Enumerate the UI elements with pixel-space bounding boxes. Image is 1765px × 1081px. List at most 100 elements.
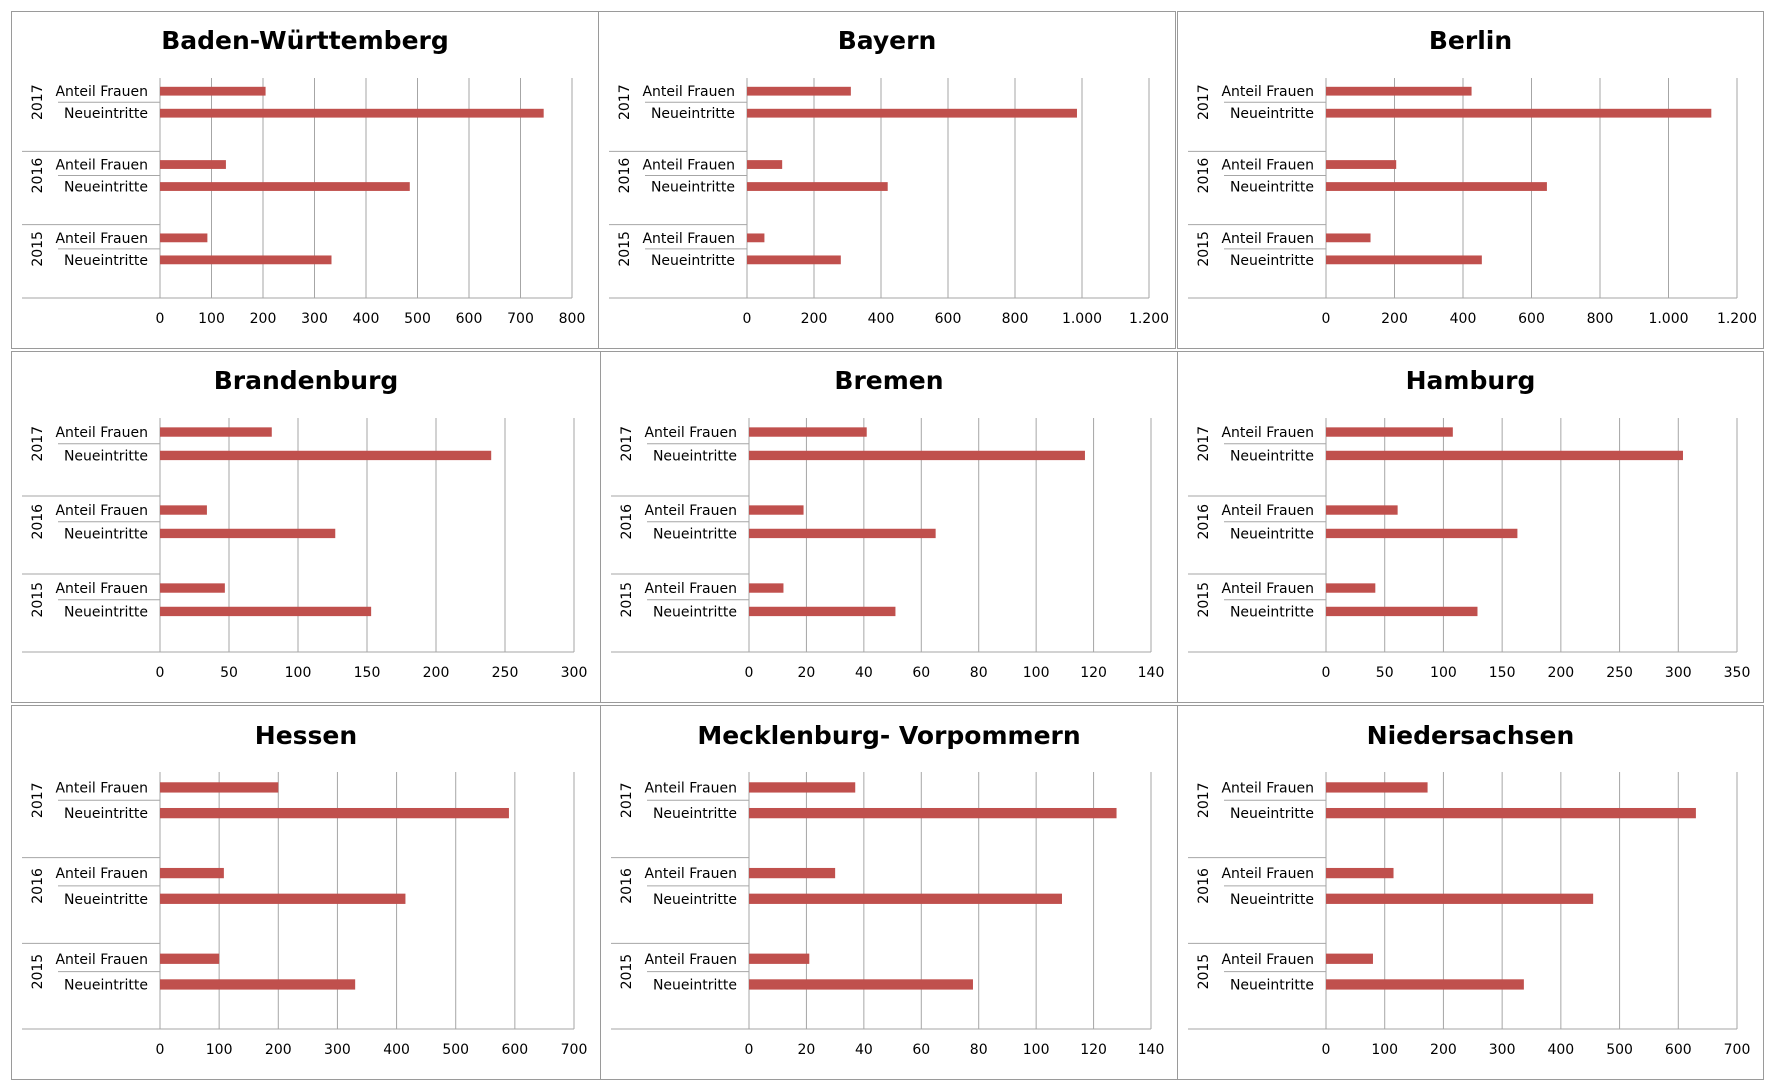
year-label: 2015: [30, 231, 46, 267]
bar: [1326, 606, 1478, 617]
bar: [749, 867, 836, 879]
bar: [160, 953, 220, 964]
year-label: 2016: [1196, 868, 1212, 904]
x-tick-label: 600: [1518, 311, 1545, 327]
category-label: Anteil Frauen: [644, 866, 737, 882]
category-label: Anteil Frauen: [55, 158, 148, 174]
bar: [1326, 86, 1472, 96]
x-tick-label: 0: [1322, 1042, 1331, 1058]
bar: [1326, 255, 1482, 265]
category-label: Neueintritte: [653, 526, 737, 542]
x-tick-label: 60: [912, 1042, 930, 1058]
x-tick-label: 200: [423, 665, 450, 681]
bar: [160, 979, 356, 990]
bar: [749, 450, 1085, 461]
bar: [747, 160, 783, 169]
bar: [160, 255, 332, 265]
bar: [1326, 893, 1594, 904]
x-tick-label: 200: [250, 311, 277, 327]
category-label: Anteil Frauen: [644, 503, 737, 519]
bar: [747, 86, 851, 96]
year-label: 2015: [619, 954, 635, 990]
bar: [747, 233, 765, 243]
bar: [749, 807, 1117, 819]
bar: [1326, 782, 1428, 793]
category-label: Anteil Frauen: [1221, 231, 1314, 247]
year-label: 2015: [619, 582, 635, 618]
category-label: Neueintritte: [64, 448, 148, 464]
category-label: Anteil Frauen: [55, 581, 148, 597]
category-label: Neueintritte: [64, 604, 148, 620]
category-label: Neueintritte: [653, 892, 737, 908]
bar: [747, 255, 841, 265]
year-label: 2015: [30, 954, 46, 990]
x-tick-label: 300: [1665, 665, 1692, 681]
x-tick-label: 400: [1450, 311, 1477, 327]
x-tick-label: 200: [1381, 311, 1408, 327]
x-tick-label: 80: [970, 665, 988, 681]
chart-svg: 0 50 100 150 200 250 300 2017 Anteil Frauen Neuei…: [22, 418, 587, 681]
x-tick-label: 60: [912, 665, 930, 681]
bar: [160, 606, 372, 617]
category-label: Anteil Frauen: [1221, 581, 1314, 597]
x-tick-label: 0: [156, 1042, 165, 1058]
bar: [1326, 427, 1453, 437]
x-tick-label: 400: [353, 311, 380, 327]
x-tick-label: 600: [456, 311, 483, 327]
bar: [160, 450, 492, 461]
chart-panel: Baden-Württemberg 0 100 200 300 400 500 600 700 8…: [11, 11, 599, 349]
x-tick-label: 40: [855, 665, 873, 681]
x-tick-label: 0: [1322, 311, 1331, 327]
chart-title: Hamburg: [1405, 366, 1536, 395]
category-label: Neueintritte: [64, 253, 148, 269]
chart-title: Bremen: [834, 366, 944, 395]
x-tick-label: 120: [1080, 1042, 1107, 1058]
chart-svg: 0 100 200 300 400 500 600 700 2017 Anteil Frauen N…: [22, 772, 587, 1058]
x-tick-label: 150: [354, 665, 381, 681]
category-label: Neueintritte: [64, 892, 148, 908]
bar: [749, 528, 936, 539]
bar: [749, 427, 867, 437]
x-tick-label: 0: [156, 311, 165, 327]
x-tick-label: 350: [1724, 665, 1751, 681]
x-tick-label: 600: [935, 311, 962, 327]
x-tick-label: 800: [1587, 311, 1614, 327]
bar: [160, 160, 226, 169]
chart-panel: Brandenburg 0 50 100 150 200 250 300 2017 Anteil …: [11, 351, 601, 703]
bar: [1326, 807, 1696, 819]
x-tick-label: 0: [1322, 665, 1331, 681]
bar: [749, 782, 856, 793]
bar: [749, 953, 810, 964]
bar: [1326, 583, 1376, 593]
chart-title: Mecklenburg- Vorpommern: [697, 721, 1081, 750]
year-label: 2017: [619, 426, 635, 462]
bar: [160, 528, 336, 539]
category-label: Neueintritte: [64, 806, 148, 822]
category-label: Neueintritte: [1230, 526, 1314, 542]
bar: [747, 182, 888, 191]
x-tick-label: 250: [492, 665, 519, 681]
year-label: 2017: [1196, 84, 1212, 120]
bar: [160, 807, 509, 819]
category-label: Neueintritte: [1230, 892, 1314, 908]
bar: [1326, 528, 1518, 539]
chart-title: Brandenburg: [213, 366, 399, 395]
x-tick-label: 0: [156, 665, 165, 681]
category-label: Neueintritte: [64, 180, 148, 196]
x-tick-label: 100: [198, 311, 225, 327]
x-tick-label: 1.200: [1129, 311, 1169, 327]
bar: [160, 427, 272, 437]
category-label: Anteil Frauen: [644, 780, 737, 796]
x-tick-label: 1.000: [1648, 311, 1688, 327]
chart-panel: Mecklenburg- Vorpommern 0 20 40 60 80 100 120 14…: [600, 705, 1178, 1080]
x-tick-label: 120: [1080, 665, 1107, 681]
category-label: Neueintritte: [651, 180, 735, 196]
category-label: Neueintritte: [653, 977, 737, 993]
x-tick-label: 800: [559, 311, 586, 327]
x-tick-label: 1.000: [1062, 311, 1102, 327]
bar: [160, 867, 224, 879]
chart-panel: Hamburg 0 50 100 150 200 250 300 350 2017 Anteil F…: [1177, 351, 1764, 703]
category-label: Neueintritte: [651, 106, 735, 122]
category-label: Anteil Frauen: [55, 425, 148, 441]
category-label: Neueintritte: [64, 526, 148, 542]
